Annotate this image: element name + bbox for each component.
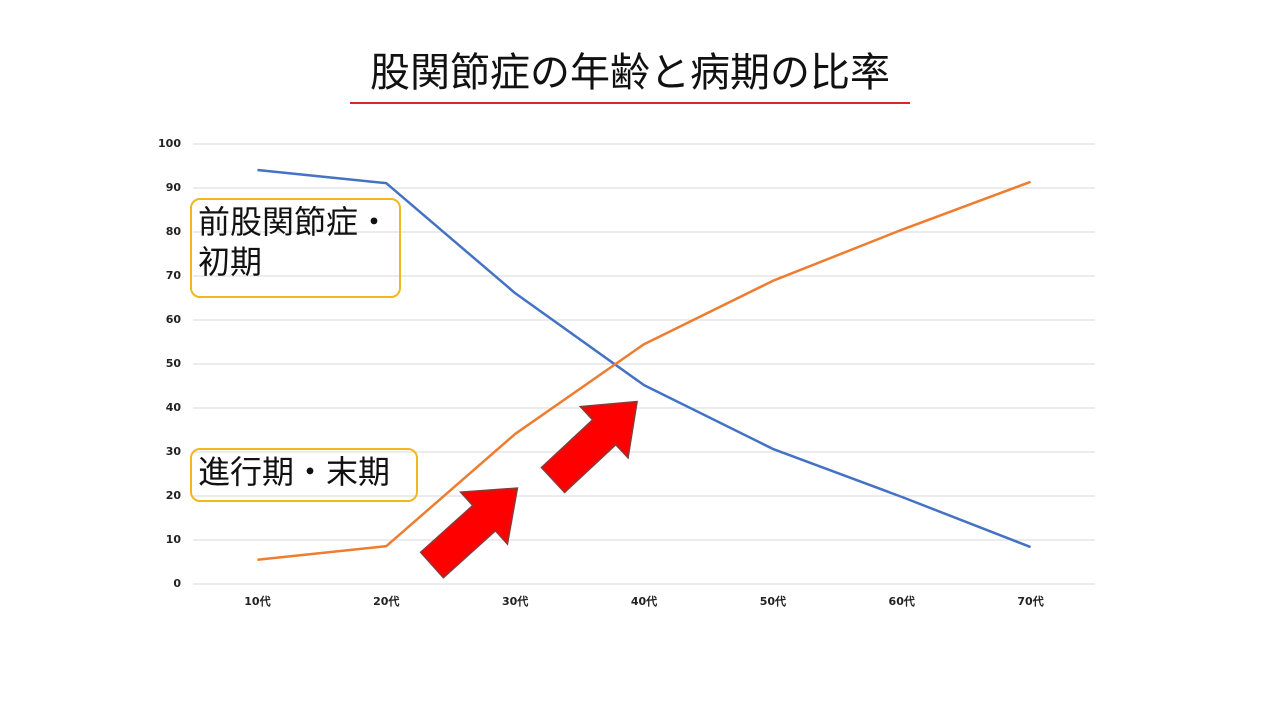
x-tick-label: 60代 — [889, 594, 915, 608]
arrow — [419, 487, 519, 579]
y-tick-label: 20 — [166, 489, 182, 502]
y-tick-label: 90 — [166, 181, 182, 194]
y-tick-label: 40 — [166, 401, 182, 414]
y-tick-label: 50 — [166, 357, 182, 370]
x-tick-label: 50代 — [760, 594, 786, 608]
y-tick-label: 10 — [166, 533, 182, 546]
x-tick-label: 40代 — [631, 594, 657, 608]
y-tick-label: 60 — [166, 313, 182, 326]
x-tick-label: 10代 — [244, 594, 270, 608]
y-tick-label: 80 — [166, 225, 182, 238]
slide-title: 股関節症の年齢と病期の比率 — [350, 40, 910, 104]
line-series — [257, 180, 1032, 562]
y-tick-label: 100 — [158, 137, 181, 150]
y-tick-label: 30 — [166, 445, 182, 458]
line-series — [257, 168, 1032, 549]
annotation: 前股関節症・初期 — [190, 198, 401, 298]
arrows — [419, 400, 638, 579]
arrow — [540, 400, 638, 494]
y-tick-label: 0 — [173, 577, 181, 590]
x-tick-label: 70代 — [1017, 594, 1043, 608]
y-tick-label: 70 — [166, 269, 182, 282]
annotation: 進行期・末期 — [190, 448, 418, 502]
x-tick-label: 20代 — [373, 594, 399, 608]
x-tick-label: 30代 — [502, 594, 528, 608]
